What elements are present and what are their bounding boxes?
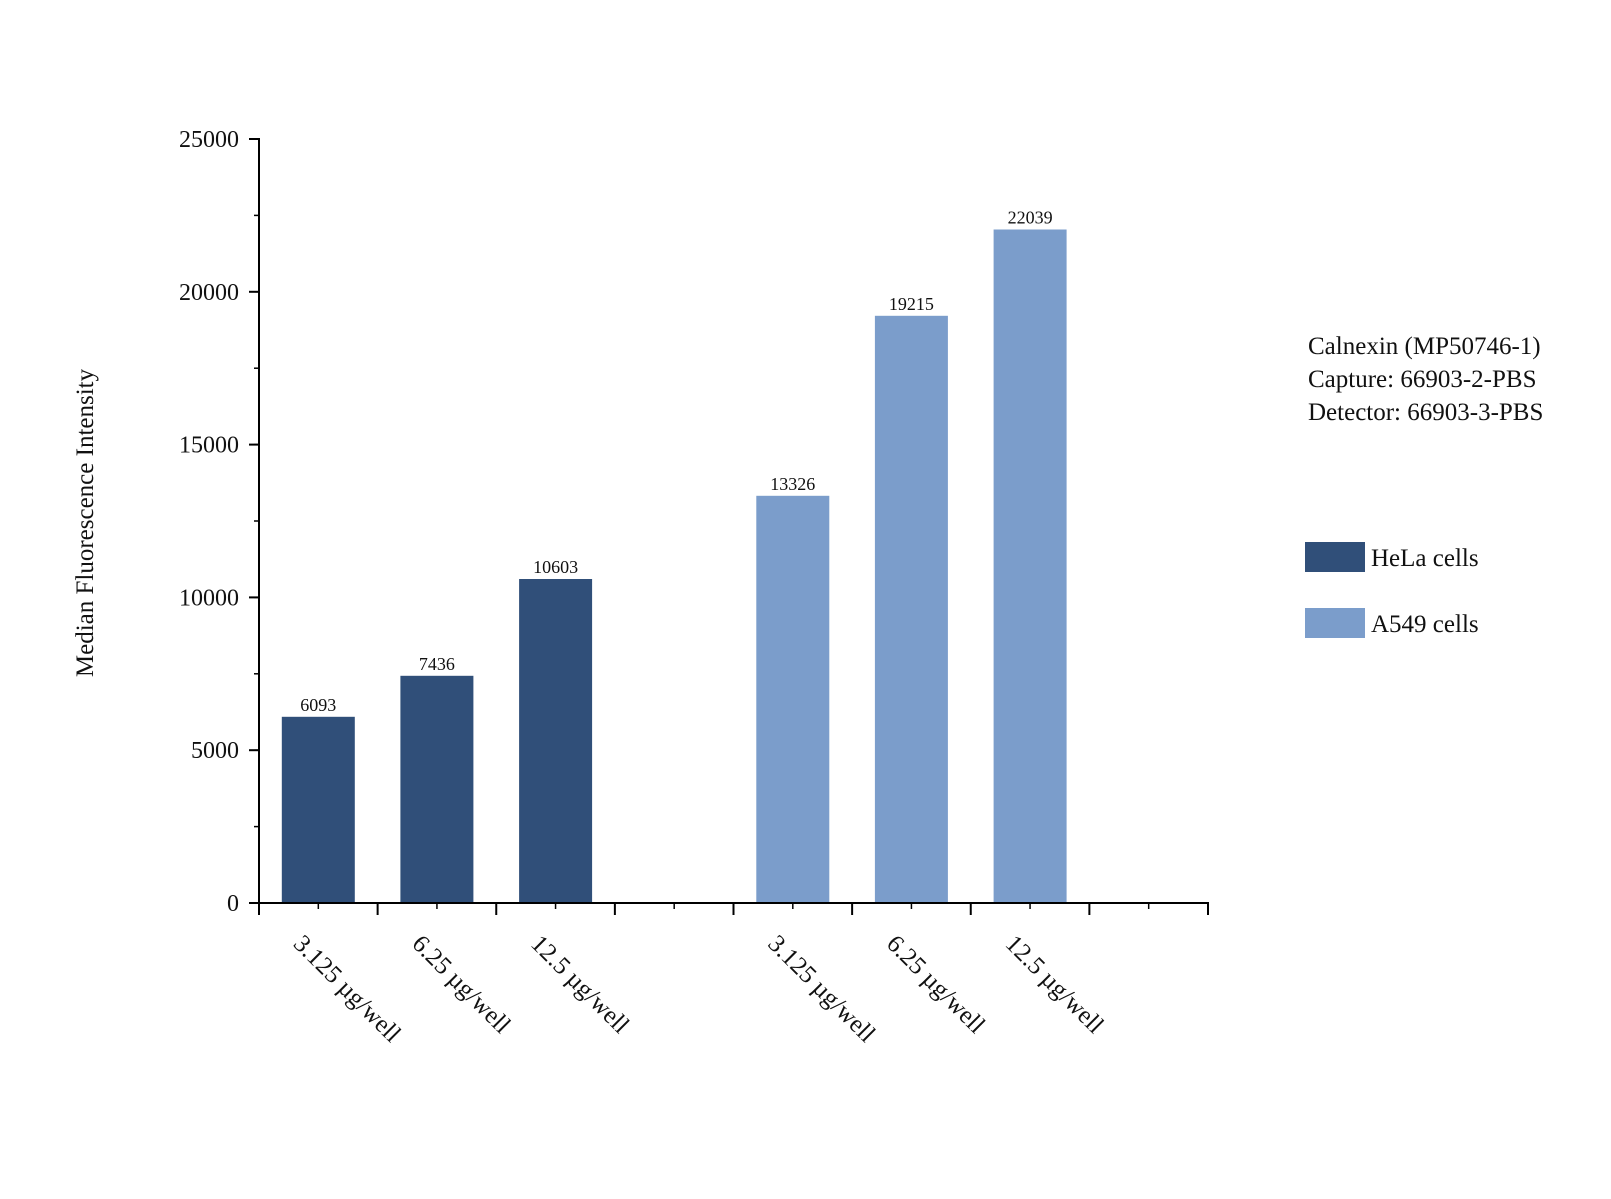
data-label: 6093: [300, 695, 336, 715]
bars-layer: 6093 7436 10603 13326 19215 22039: [281, 208, 1067, 903]
bar-hela-1: [281, 716, 355, 903]
data-label: 19215: [889, 294, 934, 314]
x-tick-label: 6.25 µg/well: [407, 930, 516, 1039]
y-tick-label: 20000: [179, 280, 239, 306]
annotation-line: Calnexin (MP50746-1): [1308, 333, 1541, 360]
bar-a549-3: [993, 229, 1067, 903]
legend-label: HeLa cells: [1371, 545, 1479, 572]
y-tick-label: 25000: [179, 127, 239, 153]
bar-hela-3: [519, 579, 593, 903]
legend-swatch-a549: [1305, 608, 1365, 638]
x-tick-label: 12.5 µg/well: [1000, 930, 1109, 1039]
legend: HeLa cells A549 cells: [1305, 542, 1479, 638]
x-tick-label: 3.125 µg/well: [288, 930, 406, 1048]
data-label: 22039: [1008, 208, 1053, 228]
chart-annotation: Calnexin (MP50746-1) Capture: 66903-2-PBS…: [1308, 333, 1543, 426]
y-tick-label: 0: [227, 891, 239, 917]
y-tick-label: 5000: [191, 738, 239, 764]
y-axis-label: Median Fluorescence Intensity: [72, 368, 99, 677]
bar-a549-1: [756, 495, 830, 903]
annotation-line: Capture: 66903-2-PBS: [1308, 366, 1536, 393]
y-tick-label: 15000: [179, 433, 239, 459]
legend-swatch-hela: [1305, 542, 1365, 572]
bar-a549-2: [874, 315, 948, 903]
data-label: 7436: [419, 654, 455, 674]
x-tick-label: 12.5 µg/well: [525, 930, 634, 1039]
annotation-line: Detector: 66903-3-PBS: [1308, 399, 1543, 426]
x-tick-label: 3.125 µg/well: [763, 930, 881, 1048]
bar-hela-2: [400, 675, 474, 903]
data-label: 13326: [770, 474, 815, 494]
y-tick-label: 10000: [179, 585, 239, 611]
x-tick-label: 6.25 µg/well: [881, 930, 990, 1039]
legend-label: A549 cells: [1371, 611, 1479, 638]
data-label: 10603: [533, 557, 578, 577]
